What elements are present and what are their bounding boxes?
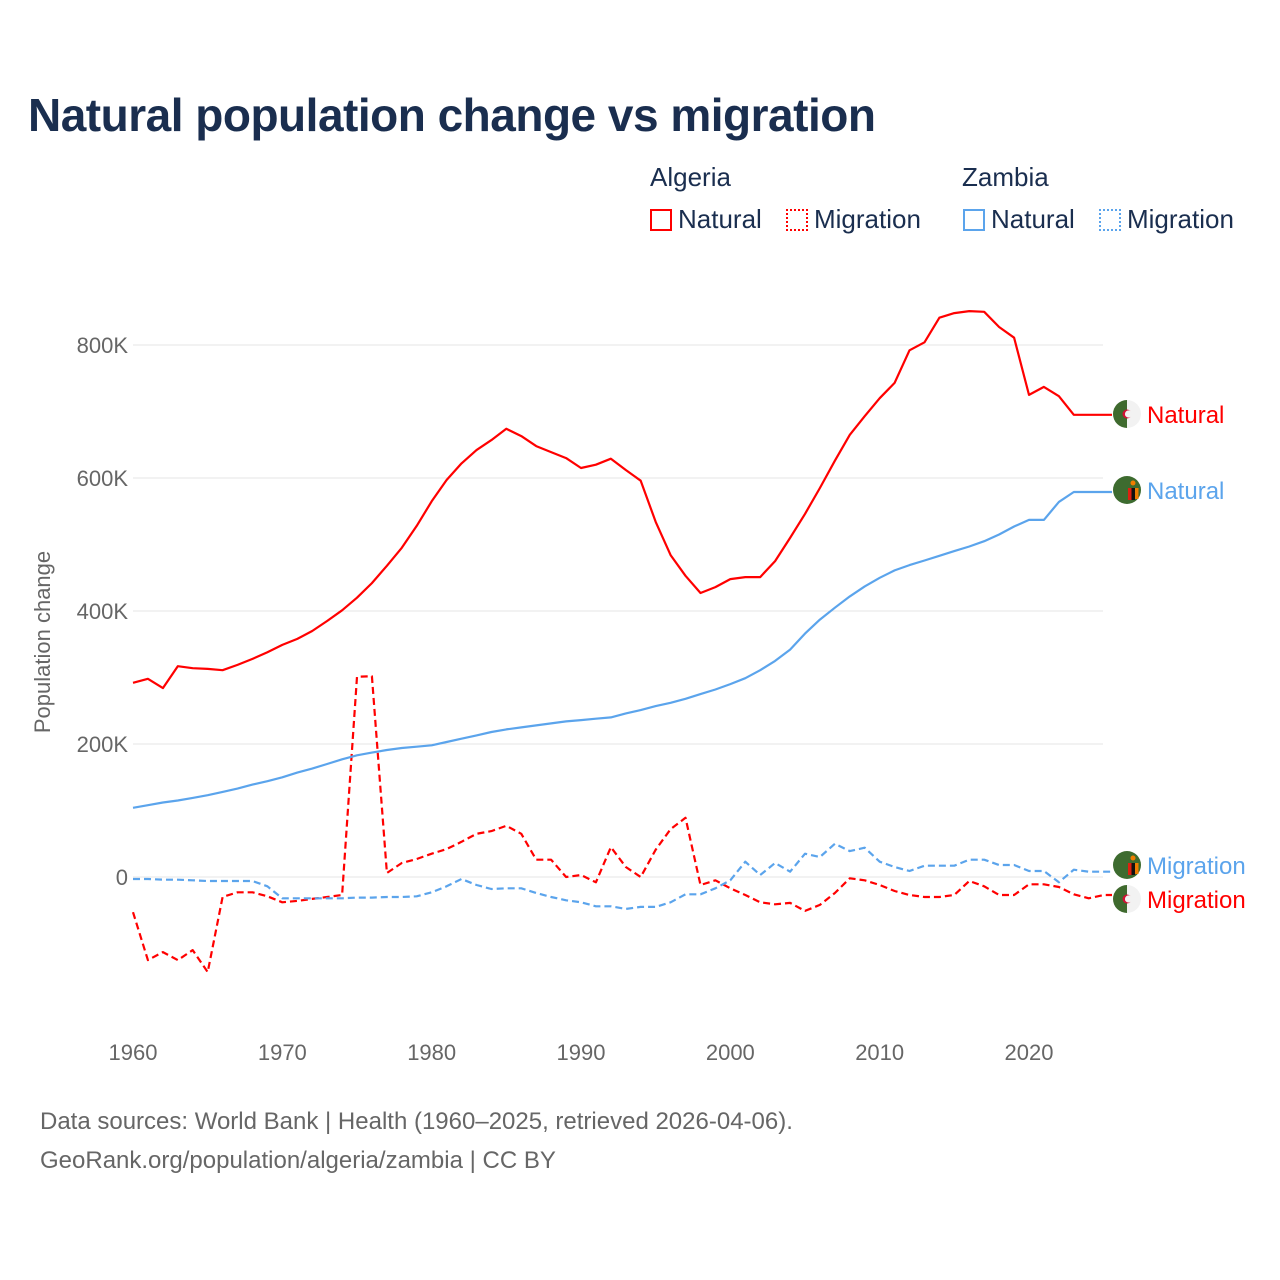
legend-label: Natural xyxy=(991,204,1075,234)
y-tick-label: 600K xyxy=(77,466,129,491)
y-axis-label: Population change xyxy=(30,551,55,733)
chart-title: Natural population change vs migration xyxy=(28,89,876,141)
series-line-zambia-migration xyxy=(133,842,1112,910)
x-tick-label: 2020 xyxy=(1005,1040,1054,1065)
y-tick-label: 400K xyxy=(77,599,129,624)
zambia-flag-icon xyxy=(1113,476,1141,504)
algeria-flag-icon xyxy=(1113,885,1141,913)
x-tick-label: 1990 xyxy=(557,1040,606,1065)
legend-group-zambia: Zambia xyxy=(962,162,1049,192)
y-tick-label: 0 xyxy=(116,865,128,890)
legend-swatch-solid xyxy=(963,208,985,231)
series-line-zambia-natural xyxy=(132,490,1112,809)
x-tick-label: 1980 xyxy=(407,1040,456,1065)
legend-label: Natural xyxy=(678,204,762,234)
y-tick-label: 800K xyxy=(77,333,129,358)
series-line-algeria-natural xyxy=(132,310,1112,690)
legend-group-algeria: Algeria xyxy=(650,162,731,192)
end-label-algeria-natural: Natural xyxy=(1147,402,1224,429)
x-tick-label: 1960 xyxy=(109,1040,158,1065)
algeria-flag-icon xyxy=(1113,400,1141,428)
x-tick-label: 2010 xyxy=(855,1040,904,1065)
footer-sources: Data sources: World Bank | Health (1960–… xyxy=(40,1108,793,1135)
y-tick-label: 200K xyxy=(77,732,129,757)
legend-algeria-migration[interactable]: Migration xyxy=(786,204,921,235)
legend-label: Migration xyxy=(814,204,921,234)
legend-zambia-migration[interactable]: Migration xyxy=(1099,204,1234,235)
x-tick-label: 1970 xyxy=(258,1040,307,1065)
end-label-zambia-migration: Migration xyxy=(1147,853,1246,880)
series-line-algeria-migration xyxy=(131,675,1112,974)
legend-label: Migration xyxy=(1127,204,1234,234)
legend-zambia-natural[interactable]: Natural xyxy=(963,204,1075,235)
legend-swatch-solid xyxy=(650,208,672,231)
end-label-algeria-migration: Migration xyxy=(1147,887,1246,914)
end-label-zambia-natural: Natural xyxy=(1147,478,1224,505)
legend-algeria-natural[interactable]: Natural xyxy=(650,204,762,235)
footer-link[interactable]: GeoRank.org/population/algeria/zambia | … xyxy=(40,1147,556,1174)
legend-swatch-dotted xyxy=(786,208,808,231)
legend-swatch-dotted xyxy=(1099,208,1121,231)
zambia-flag-icon xyxy=(1113,851,1141,879)
x-tick-label: 2000 xyxy=(706,1040,755,1065)
